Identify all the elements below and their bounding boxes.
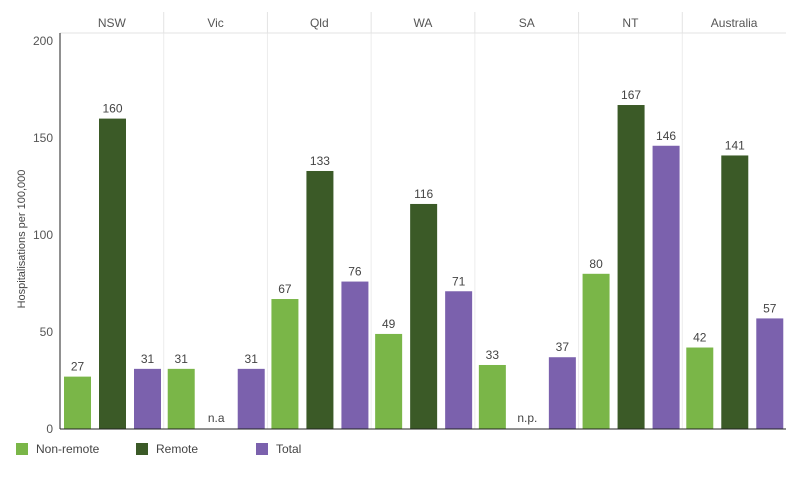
panel-label: Vic — [207, 16, 223, 30]
data-label: 31 — [175, 352, 189, 366]
legend-swatch — [256, 443, 268, 455]
data-label: 31 — [245, 352, 259, 366]
bar — [445, 291, 473, 429]
bar — [582, 273, 610, 429]
bar — [617, 105, 645, 430]
data-label: 42 — [693, 331, 707, 345]
data-label: 31 — [141, 352, 155, 366]
data-label: 80 — [589, 257, 603, 271]
data-label: 76 — [348, 265, 362, 279]
chart-svg: 0 50 100 150 200 Hospitalisations per 100,000… — [16, 12, 786, 436]
data-label: 116 — [414, 187, 433, 201]
data-label: 67 — [278, 282, 292, 296]
data-label: 160 — [102, 102, 122, 116]
legend-label: Total — [276, 442, 302, 456]
data-label: 37 — [556, 340, 570, 354]
legend-item: Total — [256, 440, 376, 458]
legend-label: Non-remote — [36, 442, 100, 456]
bar — [686, 347, 714, 429]
bar — [756, 318, 784, 429]
bar — [99, 118, 126, 429]
y-tick-label: 0 — [46, 422, 53, 436]
bar — [306, 170, 334, 430]
bar — [237, 368, 265, 429]
data-label: 57 — [763, 301, 777, 315]
panel-label: NT — [622, 16, 639, 30]
data-label: 71 — [452, 274, 466, 288]
y-tick-label: 200 — [33, 34, 53, 48]
legend-item: Remote — [136, 440, 256, 458]
y-tick-label: 100 — [33, 228, 53, 242]
data-label: 167 — [621, 88, 641, 102]
legend: Non-remote Remote Total — [16, 440, 376, 458]
panel-label: WA — [414, 16, 433, 30]
bar — [548, 357, 576, 429]
bar — [478, 364, 506, 429]
bar — [721, 155, 749, 429]
bar — [652, 145, 680, 429]
panel-label: NSW — [98, 16, 127, 30]
bar — [167, 368, 195, 429]
data-label: 33 — [486, 348, 500, 362]
data-label: 49 — [382, 317, 396, 331]
bar — [341, 281, 369, 429]
bar — [64, 376, 91, 429]
panel-label: Qld — [310, 16, 329, 30]
panel-label: Australia — [711, 16, 758, 30]
bar — [134, 368, 161, 429]
y-tick-label: 150 — [33, 131, 53, 145]
legend-item: Non-remote — [16, 440, 136, 458]
legend-swatch — [16, 443, 28, 455]
bar — [375, 333, 403, 429]
data-label: 133 — [310, 154, 330, 168]
y-tick-label: 50 — [40, 325, 54, 339]
legend-swatch — [136, 443, 148, 455]
data-label: 141 — [725, 138, 745, 152]
data-label: 27 — [71, 360, 85, 374]
bar — [410, 203, 438, 429]
panel-label: SA — [519, 16, 535, 30]
data-label: n.a — [208, 411, 225, 425]
bar — [271, 299, 299, 429]
data-label: 146 — [656, 129, 676, 143]
legend-label: Remote — [156, 442, 199, 456]
data-label: n.p. — [517, 411, 537, 425]
y-axis-title: Hospitalisations per 100,000 — [16, 170, 28, 309]
